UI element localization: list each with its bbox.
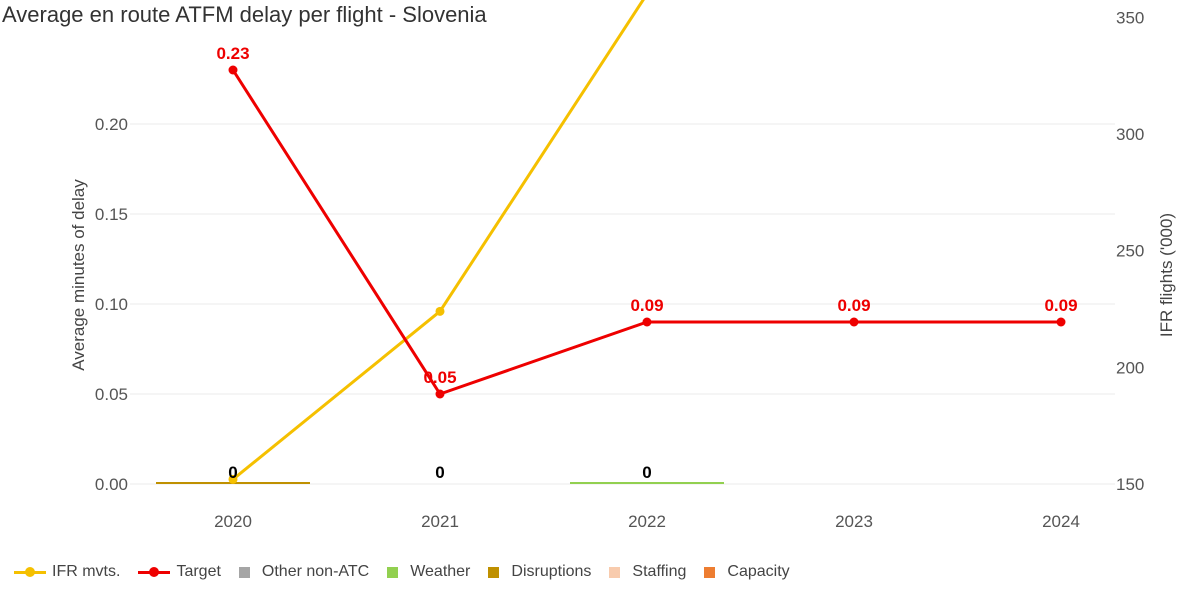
legend-marker: [704, 566, 716, 578]
legend-label: Weather: [410, 563, 471, 580]
x-tick-label: 2022: [628, 512, 666, 531]
legend-item-target[interactable]: Target: [138, 563, 221, 581]
legend-item-disruptions[interactable]: Disruptions: [488, 563, 591, 581]
legend-item-staffing[interactable]: Staffing: [609, 563, 686, 581]
y-right-tick-label: 200: [1116, 358, 1144, 377]
y-right-tick-label: 300: [1116, 125, 1144, 144]
legend-marker-dot: [149, 566, 160, 577]
x-tick-label: 2021: [421, 512, 459, 531]
legend-item-weather[interactable]: Weather: [387, 563, 470, 581]
bar-total-label: 0: [435, 463, 444, 482]
bar-weather: [570, 482, 724, 484]
gridlines: [130, 123, 1115, 485]
legend-marker: [14, 566, 46, 577]
legend-marker: [609, 566, 621, 578]
data-labels: 0 0 0 0.23 0.05 0.09 0.09 0.09: [216, 44, 1077, 482]
legend-marker: [387, 566, 399, 578]
legend-marker-dot: [25, 566, 35, 577]
chart-title: Average en route ATFM delay per flight -…: [2, 2, 487, 27]
y-left-tick-label: 0.10: [95, 295, 128, 314]
line-target: [231, 69, 1061, 396]
y-left-axis-title: Average minutes of delay: [69, 179, 88, 371]
legend-label: Target: [176, 563, 221, 580]
data-label-target: 0.09: [837, 296, 870, 315]
point-ifr-mvts: [228, 474, 238, 484]
legend-label: Other non-ATC: [261, 563, 370, 580]
series-lines: [228, 0, 1066, 484]
y-left-tick-label: 0.20: [95, 115, 128, 134]
legend-marker: [238, 566, 250, 578]
y-left-tick-label: 0.05: [95, 385, 128, 404]
point-target: [849, 317, 859, 327]
point-target: [642, 317, 652, 327]
point-target: [435, 389, 445, 399]
x-tick-label: 2023: [835, 512, 873, 531]
data-label-target: 0.23: [216, 44, 249, 63]
data-label-target: 0.09: [630, 296, 663, 315]
legend-item-other-non-atc[interactable]: Other non-ATC: [238, 563, 370, 581]
legend-label: Staffing: [632, 563, 687, 580]
x-tick-label: 2024: [1042, 512, 1080, 531]
legend-item-ifr-mvts[interactable]: IFR mvts.: [14, 563, 120, 581]
y-left-tick-label: 0.15: [95, 205, 128, 224]
legend-marker: [138, 566, 171, 577]
legend-item-capacity[interactable]: Capacity: [704, 563, 790, 581]
legend-label: Disruptions: [511, 563, 592, 580]
y-right-axis-title: IFR flights ('000): [1157, 213, 1176, 337]
legend: IFR mvts. Target Other non-ATC Weather Disru…: [14, 560, 808, 584]
y-right-tick-label: 150: [1116, 475, 1144, 494]
legend-label: IFR mvts.: [52, 563, 121, 580]
x-tick-label: 2020: [214, 512, 252, 531]
point-target: [1056, 317, 1066, 327]
bar-total-label: 0: [642, 463, 651, 482]
data-label-target: 0.05: [423, 368, 456, 387]
bar-total-label: 0: [228, 463, 237, 482]
axes: 0.00 0.05 0.10 0.15 0.20 150 200 250 300 350 2020 2…: [69, 8, 1176, 531]
point-target: [228, 65, 238, 75]
y-right-tick-label: 250: [1116, 242, 1144, 261]
point-ifr-mvts: [435, 306, 445, 316]
legend-marker: [488, 566, 500, 578]
data-label-target: 0.09: [1044, 296, 1077, 315]
line-ifr-mvts: [232, 0, 645, 481]
legend-label: Capacity: [727, 563, 790, 580]
y-left-tick-label: 0.00: [95, 475, 128, 494]
y-right-tick-label: 350: [1116, 8, 1144, 27]
